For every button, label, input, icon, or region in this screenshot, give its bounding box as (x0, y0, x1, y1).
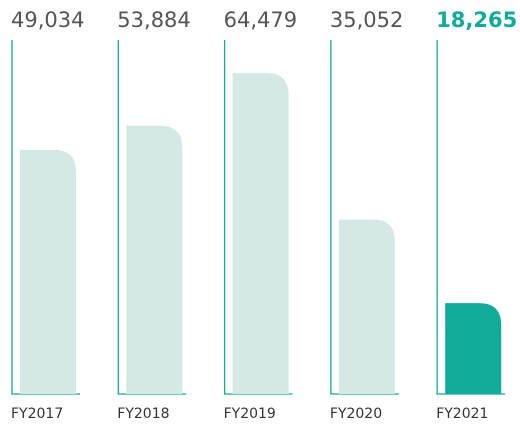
bar (445, 303, 502, 394)
value-label: 53,884 (117, 8, 190, 32)
category-label: FY2020 (330, 406, 382, 422)
value-label: 35,052 (330, 8, 403, 32)
bar (20, 149, 76, 394)
bar (126, 125, 183, 394)
category-label: FY2019 (224, 406, 276, 422)
value-label: 49,034 (11, 8, 84, 32)
bar (232, 73, 289, 394)
value-label: 64,479 (224, 8, 297, 32)
category-label: FY2021 (436, 406, 488, 422)
category-label: FY2018 (117, 406, 169, 422)
category-label: FY2017 (11, 406, 63, 422)
value-label: 18,265 (436, 8, 517, 32)
bar (338, 219, 395, 394)
